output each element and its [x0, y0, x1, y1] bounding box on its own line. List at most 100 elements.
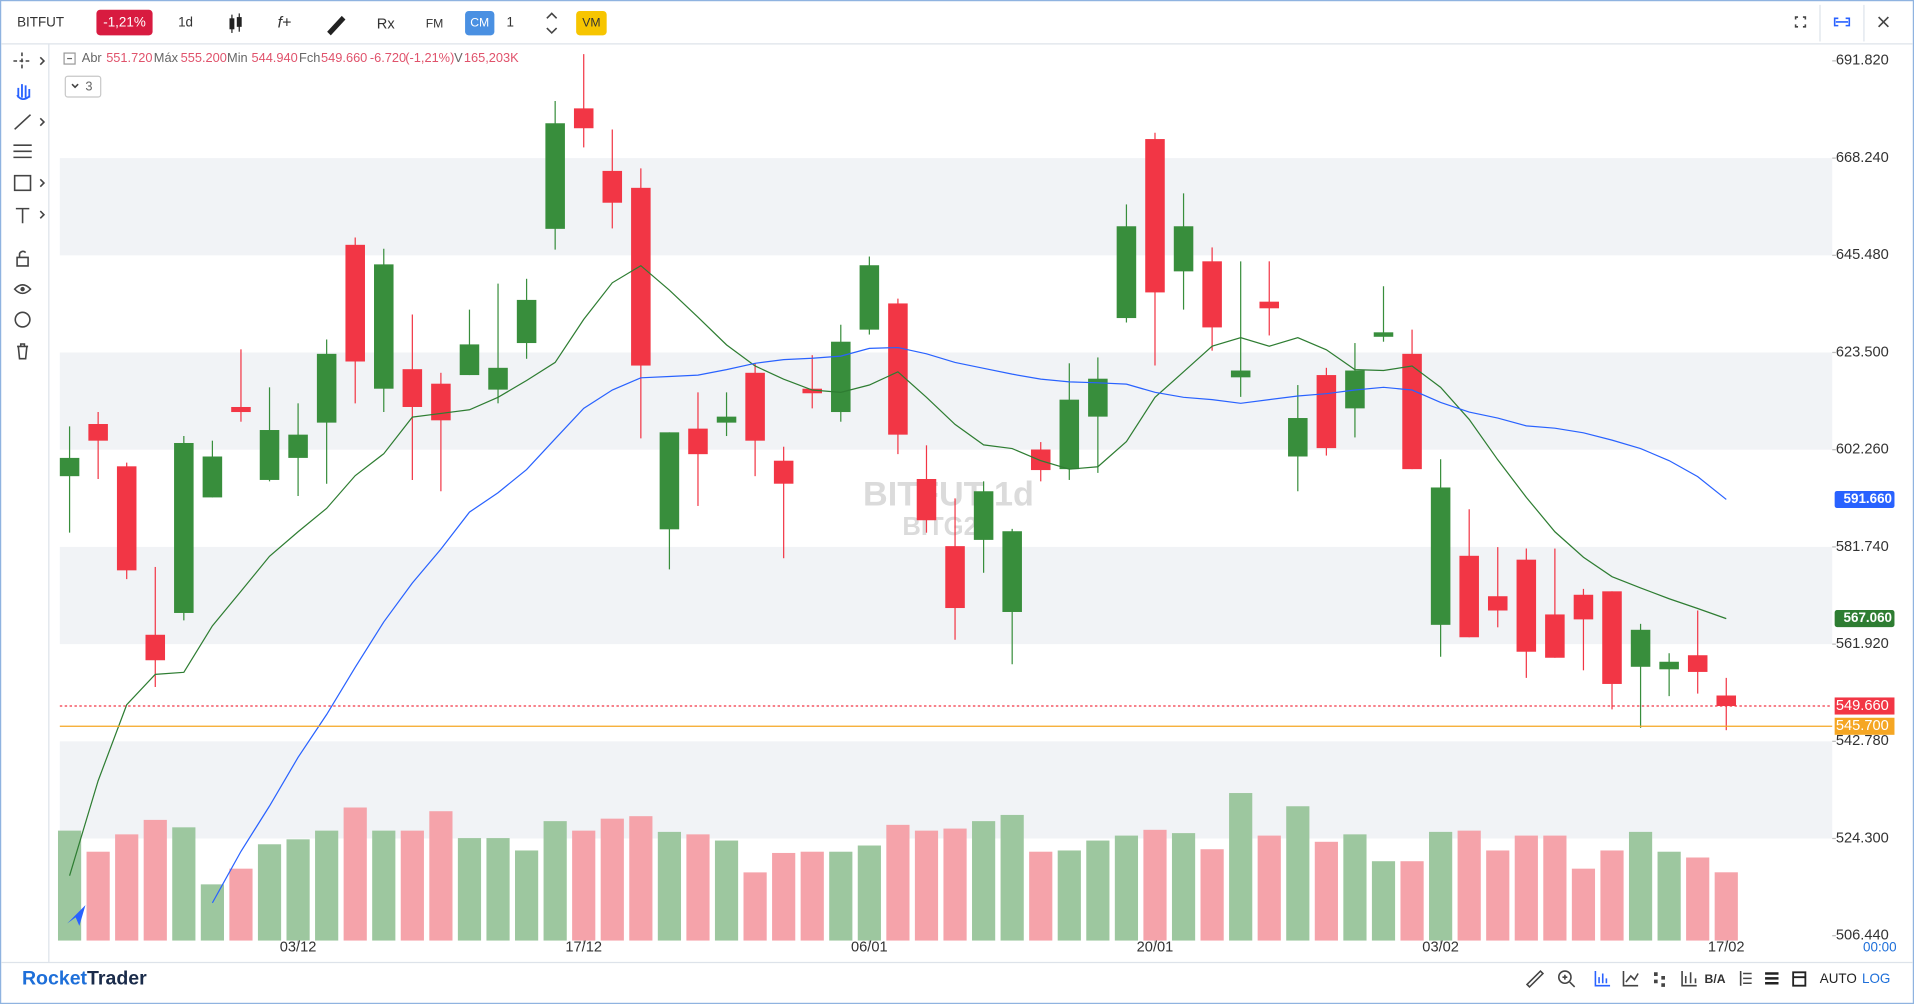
volume-bar — [86, 851, 110, 941]
price-plot — [59, 54, 1833, 904]
change-badge — [96, 9, 153, 36]
brand-trader: Trader — [87, 968, 147, 990]
log-scale-toggle[interactable]: LOG — [1862, 971, 1890, 986]
y-tick-label: 524.300 — [1836, 830, 1889, 846]
candle-body — [59, 457, 80, 477]
volume-bar — [800, 851, 824, 941]
candle-body — [1373, 332, 1394, 337]
interval-button[interactable]: 1d — [178, 15, 193, 30]
top-toolbar: BITFUT -1,21% 1d f+ Rx FM CM 1 VM — [1, 4, 1913, 45]
volume-bar — [1714, 872, 1738, 941]
watermark: BITFUT 1d BITG25 — [863, 476, 1034, 541]
crosshair-tool[interactable] — [13, 52, 31, 70]
close-button[interactable] — [1878, 16, 1889, 28]
lock-tool[interactable] — [16, 250, 29, 267]
candle-body — [1602, 591, 1622, 684]
line-tool[interactable] — [14, 114, 32, 130]
y-tick-label: 668.240 — [1836, 150, 1889, 166]
list-toggle[interactable] — [1765, 972, 1779, 985]
candle-body — [374, 264, 394, 389]
volume-value: 165,203K — [464, 50, 519, 65]
rx-button[interactable]: Rx — [377, 16, 396, 32]
change-value: -6.720 — [370, 50, 406, 65]
candle-body — [1145, 139, 1165, 293]
visibility-tool[interactable] — [13, 284, 32, 295]
low-label: Min — [227, 50, 248, 65]
lines-tool[interactable] — [13, 144, 32, 159]
ruler-tool[interactable] — [1525, 969, 1545, 989]
count-stepper[interactable] — [546, 12, 558, 35]
fullscreen-button[interactable] — [1794, 16, 1807, 28]
navigate-icon — [67, 905, 86, 926]
text-tool[interactable] — [15, 207, 30, 224]
draw-button[interactable] — [327, 15, 346, 36]
fm-button[interactable]: FM — [426, 17, 444, 31]
volume-bar — [914, 830, 939, 941]
link-button[interactable] — [1833, 17, 1851, 27]
bars-toggle[interactable] — [1681, 971, 1697, 987]
cm-button-bg[interactable] — [465, 10, 495, 36]
price-tag-label: 545.700 — [1836, 718, 1889, 734]
volume-toggle[interactable] — [1594, 971, 1611, 987]
delete-tool[interactable] — [17, 343, 29, 360]
candle-body — [1659, 661, 1679, 670]
shape-tool[interactable] — [13, 174, 32, 192]
grid-toggle[interactable] — [1653, 972, 1665, 987]
volume-bar — [1571, 868, 1596, 941]
auto-scale-toggle[interactable]: AUTO — [1820, 971, 1857, 986]
vm-button-bg[interactable] — [576, 10, 607, 36]
volume-bars — [57, 793, 1738, 941]
candle-body — [1088, 378, 1108, 417]
candle-body — [973, 491, 994, 540]
candle-body — [1288, 418, 1308, 457]
low-value: 544.940 — [251, 50, 297, 65]
volume-bar — [172, 827, 196, 941]
indicators-toggle[interactable] — [64, 75, 102, 98]
help-button[interactable] — [14, 311, 31, 328]
candle-body — [1259, 301, 1280, 309]
vm-button[interactable]: VM — [582, 15, 600, 29]
zoom-button[interactable] — [1557, 970, 1572, 985]
close-label: Fch — [299, 50, 320, 65]
ohlc-legend: Abr 551.720 Máx 555.200 Min 544.940 Fch … — [63, 50, 519, 98]
volume-bar — [1486, 850, 1510, 941]
volume-bar — [1343, 834, 1367, 941]
volume-bar — [1171, 833, 1196, 941]
candle-body — [174, 442, 194, 613]
y-tick-label: 542.780 — [1836, 733, 1889, 749]
open-value: 551.720 — [106, 50, 152, 65]
volume-bar — [972, 821, 996, 941]
collapse-toggle[interactable] — [63, 52, 76, 65]
candle-type-button[interactable] — [229, 13, 242, 33]
volume-bar — [657, 831, 682, 941]
last-value-label: 567.060 — [1844, 610, 1892, 625]
visibility-pupil — [20, 286, 25, 292]
bid-ask-toggle[interactable]: B/A — [1705, 972, 1726, 986]
y-tick-label: 506.440 — [1836, 928, 1889, 944]
hand-tool[interactable] — [16, 84, 31, 101]
volume-bar — [1229, 793, 1253, 941]
change-text: -1,21% — [103, 15, 146, 30]
count-input[interactable]: 1 — [507, 15, 514, 30]
navigate-button[interactable] — [67, 905, 86, 926]
y-tick-label: 561.920 — [1836, 636, 1889, 652]
volume-bar — [1114, 835, 1139, 941]
price-tag-label: 549.660 — [1836, 698, 1889, 714]
volume-bar — [1600, 850, 1624, 941]
candle-body — [916, 478, 937, 521]
functions-button[interactable]: f+ — [278, 14, 292, 31]
volume-bar — [229, 868, 253, 941]
candle-body — [1173, 226, 1194, 272]
cm-button[interactable]: CM — [470, 15, 489, 29]
moving-average — [211, 346, 1727, 904]
panel-toggle[interactable] — [1792, 971, 1807, 987]
candle-body — [745, 372, 765, 441]
depth-toggle[interactable] — [1739, 971, 1752, 986]
volume-bar — [372, 830, 396, 941]
y-tick-label: 602.260 — [1836, 442, 1889, 458]
candle-body — [773, 460, 794, 484]
symbol[interactable]: BITFUT — [17, 15, 64, 30]
candle-body — [1116, 226, 1137, 319]
line-chart-toggle[interactable] — [1622, 971, 1639, 987]
